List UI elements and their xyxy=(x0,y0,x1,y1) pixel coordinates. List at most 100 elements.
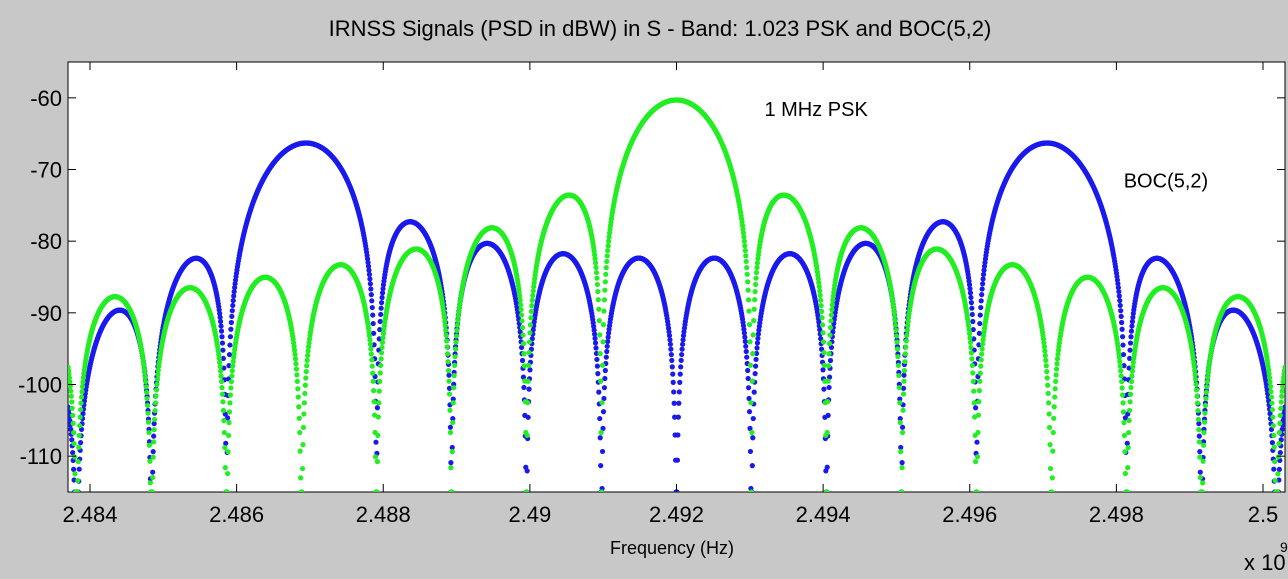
data-point-boc xyxy=(976,330,982,336)
data-point-psk xyxy=(977,378,983,384)
data-point-boc xyxy=(668,351,674,358)
data-point-psk xyxy=(369,357,375,363)
data-point-boc xyxy=(594,356,600,363)
data-point-psk xyxy=(367,337,373,343)
data-point-psk xyxy=(594,275,600,281)
data-point-psk xyxy=(1046,411,1052,417)
data-point-psk xyxy=(442,323,448,329)
data-point-boc xyxy=(750,435,756,441)
data-point-boc xyxy=(525,414,531,420)
data-point-boc xyxy=(980,281,986,287)
data-point-psk xyxy=(825,398,831,405)
data-point-psk xyxy=(305,352,311,359)
data-point-psk xyxy=(226,420,232,426)
data-point-psk xyxy=(144,395,150,402)
data-point-boc xyxy=(526,386,532,392)
data-point-boc xyxy=(968,294,974,301)
data-point-psk xyxy=(74,489,80,492)
data-point-psk xyxy=(1119,379,1125,385)
data-point-psk xyxy=(1121,420,1127,426)
data-point-boc xyxy=(967,290,974,296)
data-point-boc xyxy=(1128,334,1134,340)
data-point-boc xyxy=(899,424,906,430)
data-point-psk xyxy=(596,306,602,312)
data-point-psk xyxy=(1125,465,1131,471)
data-point-psk xyxy=(741,238,747,244)
data-point-psk xyxy=(369,363,375,369)
data-point-boc xyxy=(76,466,82,472)
data-point-boc xyxy=(69,437,75,443)
data-point-psk xyxy=(819,315,825,321)
data-point-psk xyxy=(902,359,908,365)
data-point-boc xyxy=(744,354,750,360)
data-point-boc xyxy=(826,374,833,380)
data-point-psk xyxy=(520,332,526,338)
data-point-psk xyxy=(152,408,158,414)
data-point-boc xyxy=(679,341,686,347)
data-point-psk xyxy=(895,362,901,369)
data-point-psk xyxy=(745,279,751,285)
data-point-psk xyxy=(445,351,451,357)
data-point-psk xyxy=(597,332,603,338)
data-point-psk xyxy=(379,350,385,356)
data-point-psk xyxy=(825,378,831,384)
data-point-psk xyxy=(901,378,907,384)
data-point-boc xyxy=(220,347,226,353)
data-point-psk xyxy=(379,339,386,346)
data-point-psk xyxy=(750,332,756,338)
data-point-psk xyxy=(529,303,535,309)
data-point-psk xyxy=(604,253,610,259)
data-point-psk xyxy=(374,459,380,465)
data-point-psk xyxy=(80,379,86,385)
data-point-psk xyxy=(294,372,300,378)
data-point-boc xyxy=(230,297,236,304)
data-point-boc xyxy=(741,326,747,332)
data-point-boc xyxy=(753,350,760,357)
data-point-psk xyxy=(748,400,754,406)
data-point-boc xyxy=(1118,308,1124,314)
data-point-psk xyxy=(219,391,226,397)
data-point-boc xyxy=(671,389,677,395)
data-point-boc xyxy=(1116,293,1122,299)
data-point-psk xyxy=(143,379,149,385)
data-point-boc xyxy=(670,371,676,377)
data-point-boc xyxy=(754,340,761,346)
data-point-psk xyxy=(753,275,759,281)
data-point-psk xyxy=(453,339,459,345)
data-point-psk xyxy=(1053,366,1060,372)
data-point-psk xyxy=(71,440,77,447)
data-point-boc xyxy=(369,304,375,311)
data-point-psk xyxy=(747,362,754,368)
data-point-psk xyxy=(155,372,161,378)
data-point-psk xyxy=(447,429,454,436)
data-point-psk xyxy=(896,372,902,379)
data-point-boc xyxy=(1127,355,1133,362)
data-point-psk xyxy=(451,385,457,391)
data-point-boc xyxy=(1117,302,1123,309)
data-point-psk xyxy=(449,449,455,455)
data-point-boc xyxy=(1197,449,1203,455)
data-point-psk xyxy=(967,339,974,346)
data-point-psk xyxy=(979,351,985,357)
data-point-psk xyxy=(977,370,983,376)
data-point-boc xyxy=(817,327,823,333)
data-point-psk xyxy=(826,363,832,369)
data-point-psk xyxy=(893,333,900,339)
data-point-boc xyxy=(978,304,984,311)
data-point-psk xyxy=(754,264,760,271)
data-point-psk xyxy=(593,269,600,276)
data-point-psk xyxy=(743,258,749,265)
data-point-boc xyxy=(596,389,602,395)
data-point-psk xyxy=(1126,417,1132,424)
data-point-boc xyxy=(676,389,682,395)
data-point-psk xyxy=(979,346,985,352)
data-point-boc xyxy=(593,345,599,351)
data-point-psk xyxy=(78,400,84,406)
data-point-psk xyxy=(77,423,83,429)
data-point-psk xyxy=(1120,400,1126,406)
data-point-boc xyxy=(675,414,681,420)
data-point-boc xyxy=(521,384,527,391)
data-point-psk xyxy=(231,354,237,360)
data-point-psk xyxy=(229,373,235,379)
data-point-psk xyxy=(75,459,81,465)
